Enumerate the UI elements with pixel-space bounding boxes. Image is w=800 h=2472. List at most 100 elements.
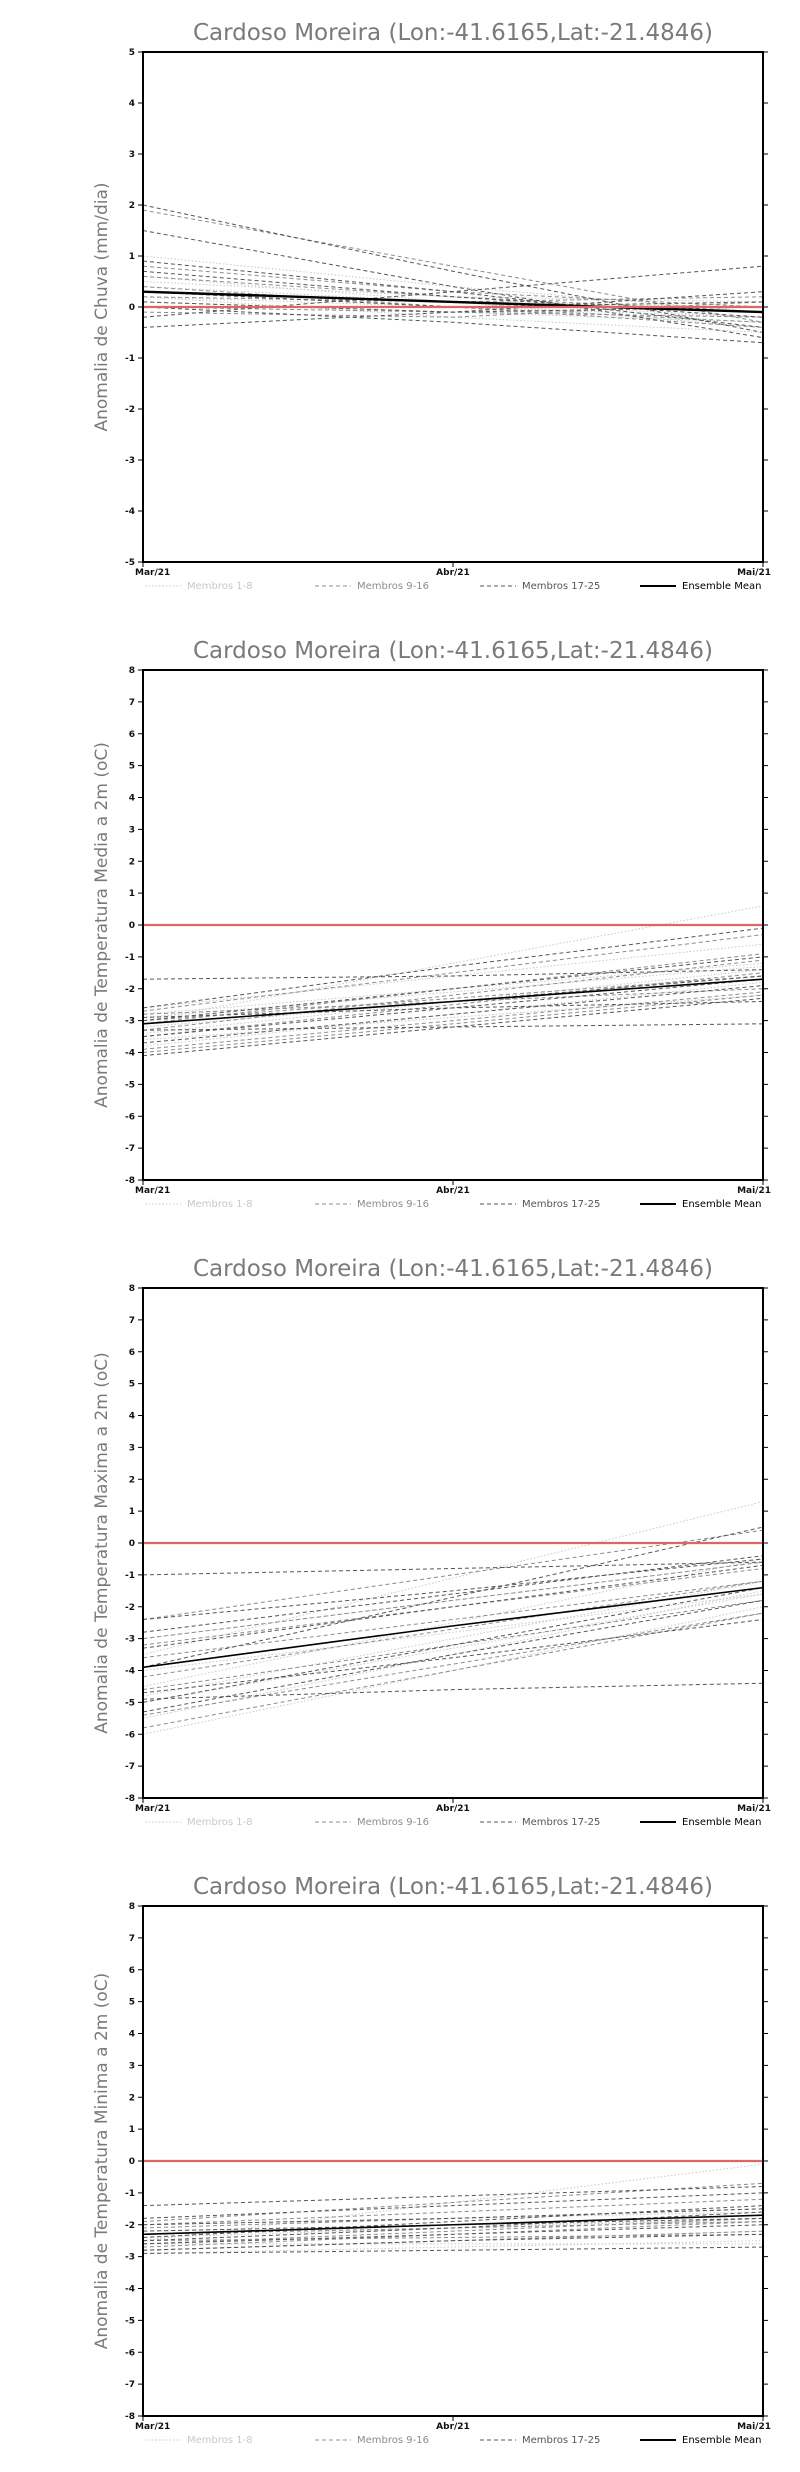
member-line-s2-m5 bbox=[142, 260, 764, 328]
x-tick-label: Abr/21 bbox=[436, 1804, 470, 1814]
y-tick-label: -5 bbox=[125, 1698, 135, 1708]
member-line-s2-m6 bbox=[142, 306, 764, 344]
legend-label-0: Membros 1-8 bbox=[187, 2435, 253, 2446]
y-tick-label: -8 bbox=[125, 2412, 135, 2422]
x-tick-label: Mar/21 bbox=[135, 1186, 170, 1196]
member-line-s2-m1 bbox=[142, 1526, 764, 1668]
ensemble-mean-line-s3-m0 bbox=[142, 978, 764, 1025]
member-line-s1-m3 bbox=[142, 2233, 764, 2242]
member-line-s2-m6 bbox=[142, 997, 764, 1057]
member-line-s0-m6 bbox=[142, 1593, 764, 1703]
member-line-s0-m7 bbox=[142, 965, 764, 1018]
member-line-s2-m0 bbox=[142, 204, 764, 333]
chart-title: Cardoso Moreira (Lon:-41.6165,Lat:-21.48… bbox=[193, 638, 713, 664]
member-line-s1-m0 bbox=[142, 209, 764, 323]
member-line-s2-m3 bbox=[142, 2246, 764, 2254]
y-tick-label: -2 bbox=[125, 2221, 135, 2231]
x-tick-label: Mai/21 bbox=[737, 1186, 771, 1196]
legend-label-0: Membros 1-8 bbox=[187, 1817, 253, 1828]
y-tick-label: -2 bbox=[125, 1603, 135, 1613]
member-line-s1-m1 bbox=[142, 1568, 764, 1646]
ensemble-mean-line-s3-m0 bbox=[142, 2214, 764, 2236]
y-tick-label: 4 bbox=[129, 794, 135, 804]
ensemble-mean-line-s3-m0 bbox=[142, 290, 764, 314]
member-line-s2-m2 bbox=[142, 969, 764, 980]
legend-label-0: Membros 1-8 bbox=[187, 1199, 253, 1210]
y-tick-label: 5 bbox=[129, 48, 135, 58]
y-tick-label: 0 bbox=[129, 303, 135, 313]
member-line-s2-m4 bbox=[142, 1599, 764, 1713]
member-line-s2-m7 bbox=[142, 1555, 764, 1633]
y-tick-label: 2 bbox=[129, 857, 135, 867]
y-tick-label: -1 bbox=[125, 1571, 135, 1581]
chart-panel-2: Cardoso Moreira (Lon:-41.6165,Lat:-21.48… bbox=[92, 638, 771, 1210]
member-line-s1-m2 bbox=[142, 1612, 764, 1729]
member-line-s2-m1 bbox=[142, 956, 764, 1022]
y-tick-label: -8 bbox=[125, 1176, 135, 1186]
member-line-s0-m0 bbox=[142, 1501, 764, 1656]
y-tick-label: -1 bbox=[125, 953, 135, 963]
member-line-s2-m7 bbox=[142, 978, 764, 1038]
member-line-s0-m3 bbox=[142, 1593, 764, 1671]
member-line-s1-m4 bbox=[142, 975, 764, 1022]
y-tick-label: 4 bbox=[129, 1412, 135, 1422]
y-tick-label: 2 bbox=[129, 1475, 135, 1485]
member-line-s2-m5 bbox=[142, 2224, 764, 2245]
member-line-s1-m0 bbox=[142, 934, 764, 1012]
member-line-s1-m3 bbox=[142, 301, 764, 318]
member-line-s1-m6 bbox=[142, 1599, 764, 1691]
member-line-s1-m5 bbox=[142, 1612, 764, 1716]
y-axis-label: Anomalia de Temperatura Minima a 2m (oC) bbox=[92, 1973, 112, 2350]
chart-panel-1: Cardoso Moreira (Lon:-41.6165,Lat:-21.48… bbox=[92, 20, 771, 592]
member-line-s1-m6 bbox=[142, 991, 764, 1050]
member-line-s0-m6 bbox=[142, 994, 764, 1041]
y-tick-label: 4 bbox=[129, 2030, 135, 2040]
chart-title: Cardoso Moreira (Lon:-41.6165,Lat:-21.48… bbox=[193, 1874, 713, 1900]
legend-label-1: Membros 9-16 bbox=[357, 1199, 429, 1210]
y-tick-label: 5 bbox=[129, 1998, 135, 2008]
chart-panel-4: Cardoso Moreira (Lon:-41.6165,Lat:-21.48… bbox=[92, 1874, 771, 2446]
y-tick-label: 8 bbox=[129, 1902, 135, 1912]
x-tick-label: Abr/21 bbox=[436, 1186, 470, 1196]
y-tick-label: -7 bbox=[125, 2380, 135, 2390]
member-line-s0-m5 bbox=[142, 1561, 764, 1640]
chart-panel-3: Cardoso Moreira (Lon:-41.6165,Lat:-21.48… bbox=[92, 1256, 771, 1828]
y-tick-label: 8 bbox=[129, 666, 135, 676]
member-line-s2-m0 bbox=[142, 1561, 764, 1576]
x-tick-label: Mai/21 bbox=[737, 1804, 771, 1814]
y-tick-label: 5 bbox=[129, 762, 135, 772]
y-tick-label: -6 bbox=[125, 1112, 135, 1122]
y-tick-label: 3 bbox=[129, 825, 135, 835]
member-line-s2-m2 bbox=[142, 2192, 764, 2219]
member-line-s1-m6 bbox=[142, 2217, 764, 2245]
member-line-s2-m1 bbox=[142, 230, 764, 339]
y-tick-label: 8 bbox=[129, 1284, 135, 1294]
member-line-s2-m5 bbox=[142, 1564, 764, 1649]
chart-title: Cardoso Moreira (Lon:-41.6165,Lat:-21.48… bbox=[193, 1256, 713, 1282]
member-line-s1-m7 bbox=[142, 2198, 764, 2226]
member-line-s1-m1 bbox=[142, 959, 764, 1031]
x-tick-label: Mar/21 bbox=[135, 1804, 170, 1814]
x-tick-label: Abr/21 bbox=[436, 2422, 470, 2432]
member-line-s1-m0 bbox=[142, 2182, 764, 2223]
legend-label-2: Membros 17-25 bbox=[522, 2435, 600, 2446]
member-line-s2-m8 bbox=[142, 1587, 764, 1703]
x-tick-label: Mai/21 bbox=[737, 2422, 771, 2432]
y-tick-label: 0 bbox=[129, 1539, 135, 1549]
member-line-s2-m1 bbox=[142, 2205, 764, 2238]
y-tick-label: -4 bbox=[125, 1667, 135, 1677]
y-tick-label: 3 bbox=[129, 150, 135, 160]
ensemble-mean-line-s3-m0 bbox=[142, 1586, 764, 1669]
member-line-s1-m4 bbox=[142, 1580, 764, 1659]
legend-label-2: Membros 17-25 bbox=[522, 1199, 600, 1210]
y-tick-label: -5 bbox=[125, 1080, 135, 1090]
member-line-s1-m3 bbox=[142, 1580, 764, 1678]
member-line-s1-m2 bbox=[142, 994, 764, 1053]
y-tick-label: 3 bbox=[129, 1443, 135, 1453]
member-line-s2-m2 bbox=[142, 270, 764, 318]
legend-label-1: Membros 9-16 bbox=[357, 2435, 429, 2446]
y-tick-label: 6 bbox=[129, 730, 135, 740]
legend-label-3: Ensemble Mean bbox=[682, 581, 761, 592]
member-line-s2-m0 bbox=[142, 2186, 764, 2207]
y-tick-label: -2 bbox=[125, 405, 135, 415]
